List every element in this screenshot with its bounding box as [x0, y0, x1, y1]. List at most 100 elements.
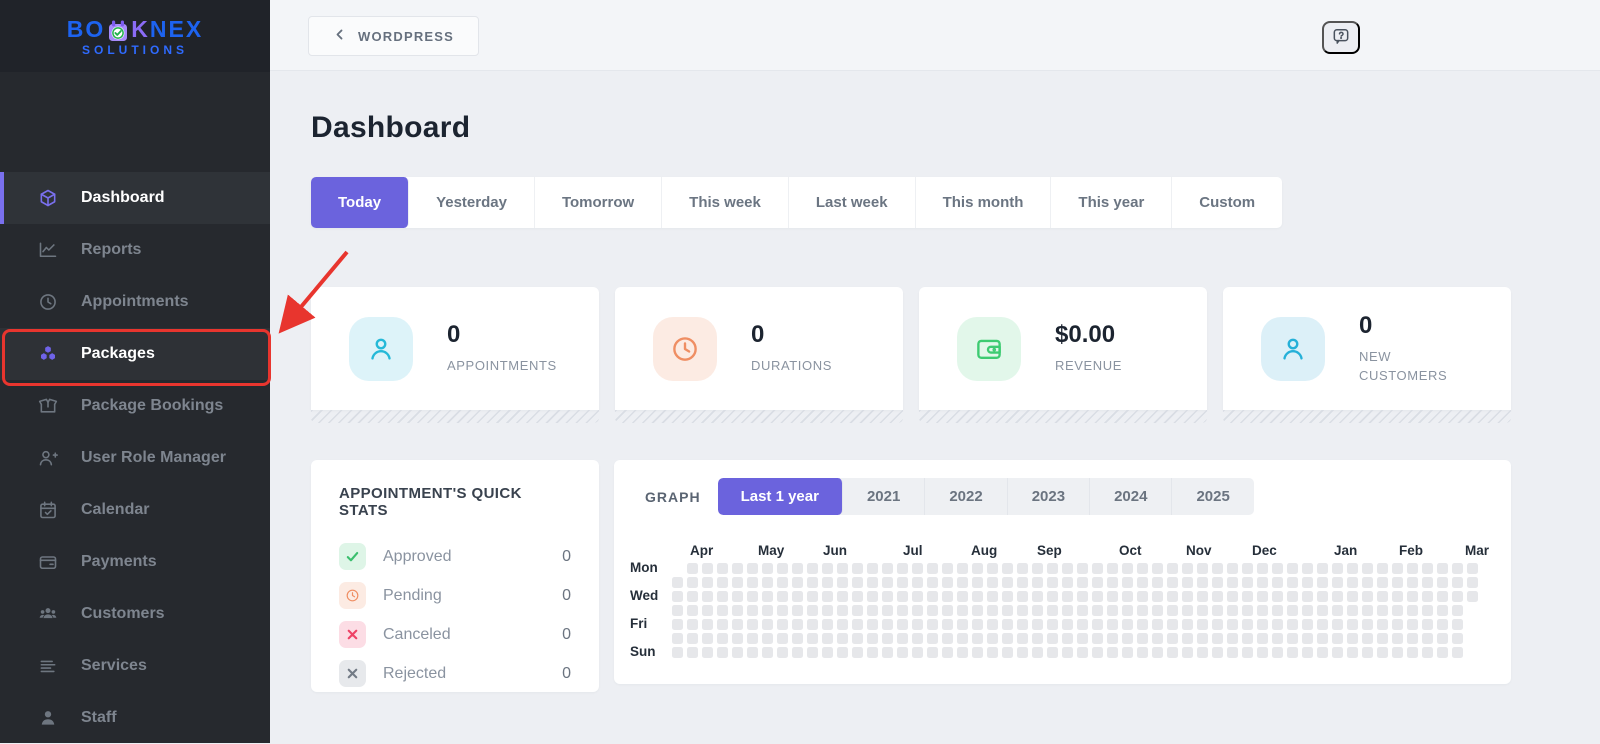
heatmap-cell — [1077, 633, 1088, 644]
graph-tab-2025[interactable]: 2025 — [1196, 488, 1230, 505]
graph-tab-2023[interactable]: 2023 — [1008, 478, 1091, 515]
heatmap-cell — [822, 591, 833, 602]
heatmap-cell — [882, 633, 893, 644]
heatmap-cell — [1242, 633, 1253, 644]
stat-card-durations: 0 DURATIONS — [615, 287, 903, 423]
heatmap-cell — [1227, 591, 1238, 602]
heatmap-cell — [807, 591, 818, 602]
heatmap-cell — [1047, 633, 1058, 644]
sidebar-item-dashboard[interactable]: Dashboard — [0, 172, 270, 224]
heatmap-cell — [1182, 563, 1193, 574]
graph-tab-2024[interactable]: 2024 — [1090, 478, 1173, 515]
heatmap-cell — [762, 647, 773, 658]
sidebar-item-customers[interactable]: Customers — [0, 588, 270, 640]
heatmap-cell — [1422, 591, 1433, 602]
filter-tab-this-week[interactable]: This week — [662, 177, 789, 228]
back-to-wordpress-button[interactable]: WORDPRESS — [308, 16, 480, 56]
heatmap-cell — [1362, 633, 1373, 644]
heatmap-cell — [1302, 563, 1313, 574]
heatmap-cell — [1107, 619, 1118, 630]
heatmap-month-label: Feb — [1399, 543, 1424, 558]
heatmap-cell — [1227, 577, 1238, 588]
heatmap-cell — [1017, 591, 1028, 602]
cube-icon — [37, 187, 59, 209]
heatmap-cell — [1452, 563, 1463, 574]
filter-tab-today[interactable]: Today — [311, 177, 410, 228]
heatmap-cell — [1152, 647, 1163, 658]
heatmap-cell — [792, 647, 803, 658]
heatmap-cell — [1272, 647, 1283, 658]
heatmap-cell — [1407, 619, 1418, 630]
heatmap-cell — [1002, 619, 1013, 630]
help-button[interactable] — [1322, 21, 1360, 54]
calendar-check-logo-icon — [106, 19, 130, 43]
heatmap-cell — [1047, 619, 1058, 630]
heatmap-cell — [1257, 563, 1268, 574]
heatmap-cell — [1002, 605, 1013, 616]
sidebar-item-payments[interactable]: Payments — [0, 536, 270, 588]
heatmap-cell — [1272, 633, 1283, 644]
heatmap-cell — [1197, 605, 1208, 616]
heatmap-cell — [792, 591, 803, 602]
filter-tab-custom[interactable]: Custom — [1199, 194, 1256, 211]
heatmap-cell — [672, 605, 683, 616]
sidebar-item-services[interactable]: Services — [0, 640, 270, 692]
sidebar-item-package-bookings[interactable]: Package Bookings — [0, 380, 270, 432]
sidebar-item-calendar[interactable]: Calendar — [0, 484, 270, 536]
heatmap-cell — [1227, 633, 1238, 644]
heatmap-cell — [1227, 619, 1238, 630]
heatmap-cell — [1347, 605, 1358, 616]
graph-tab-2021[interactable]: 2021 — [843, 478, 926, 515]
quick-stat-label: Approved — [383, 547, 452, 565]
sidebar-item-label: User Role Manager — [81, 449, 226, 466]
heatmap-cell — [1392, 577, 1403, 588]
filter-tab-tomorrow[interactable]: Tomorrow — [535, 177, 663, 228]
calendar-icon — [37, 499, 59, 521]
heatmap-cell — [1362, 647, 1373, 658]
chevron-left-icon — [333, 28, 346, 44]
heatmap-cell — [1242, 577, 1253, 588]
sidebar-nav: Dashboard Reports Appointments Packages Pack… — [0, 72, 270, 744]
heatmap-cell — [1407, 591, 1418, 602]
sidebar-item-packages[interactable]: Packages — [0, 328, 270, 380]
heatmap-cell — [732, 605, 743, 616]
sidebar-item-appointments[interactable]: Appointments — [0, 276, 270, 328]
sidebar-item-reports[interactable]: Reports — [0, 224, 270, 276]
graph-tab-2022[interactable]: 2022 — [925, 478, 1008, 515]
heatmap-cell — [1107, 591, 1118, 602]
heatmap-cell — [912, 647, 923, 658]
quick-stats-title: APPOINTMENT'S QUICK STATS — [339, 485, 522, 519]
heatmap-cell — [972, 619, 983, 630]
heatmap-cell — [1332, 647, 1343, 658]
heatmap-cell — [1317, 591, 1328, 602]
filter-tab-yesterday[interactable]: Yesterday — [409, 177, 535, 228]
graph-tab-last-1-year[interactable]: Last 1 year — [717, 478, 843, 515]
heatmap-cell — [672, 647, 683, 658]
filter-tab-this-month[interactable]: This month — [916, 177, 1052, 228]
heatmap-cell — [1047, 647, 1058, 658]
heatmap-cell — [1122, 619, 1133, 630]
heatmap-cell — [1452, 605, 1463, 616]
heatmap-cell — [1377, 619, 1388, 630]
heatmap-cell — [1347, 591, 1358, 602]
heatmap-cell — [1152, 591, 1163, 602]
heatmap-cell — [867, 633, 878, 644]
sidebar-item-user-role-manager[interactable]: User Role Manager — [0, 432, 270, 484]
sidebar-item-staff[interactable]: Staff — [0, 692, 270, 744]
heatmap-cell — [777, 605, 788, 616]
heatmap-cell — [1452, 619, 1463, 630]
heatmap-cell — [837, 563, 848, 574]
heatmap-cell — [1212, 647, 1223, 658]
heatmap-cell — [1317, 563, 1328, 574]
stat-cards-row: 0 APPOINTMENTS 0 DURATIONS $0.00 REVENUE 0 NEW … — [311, 287, 1511, 423]
heatmap-cell — [957, 591, 968, 602]
booknex-logo: BO K NEX SOLUTIONS — [67, 17, 203, 56]
heatmap-cell — [1362, 605, 1373, 616]
filter-tab-last-week[interactable]: Last week — [789, 177, 916, 228]
heatmap-cell — [1002, 591, 1013, 602]
heatmap-cell — [732, 577, 743, 588]
heatmap-cell — [1257, 633, 1268, 644]
filter-tab-this-year[interactable]: This year — [1051, 177, 1173, 228]
heatmap-cell — [1257, 591, 1268, 602]
heatmap-cell — [1452, 591, 1463, 602]
